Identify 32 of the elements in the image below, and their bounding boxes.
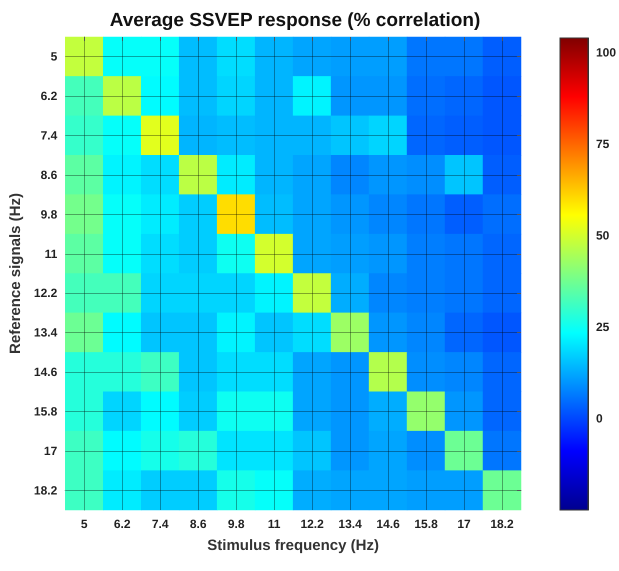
color-bar-label: 0 bbox=[596, 412, 603, 426]
x-tick-label: 14.6 bbox=[376, 517, 400, 531]
x-tick-label: 18.2 bbox=[490, 517, 514, 531]
color-bar-label: 50 bbox=[596, 228, 610, 243]
x-tick-label: 12.2 bbox=[300, 517, 324, 531]
y-tick-label: 8.6 bbox=[40, 168, 58, 182]
x-tick-label: 6.2 bbox=[114, 517, 131, 531]
x-axis-title: Stimulus frequency (Hz) bbox=[207, 537, 379, 554]
x-tick-label: 11 bbox=[268, 517, 281, 531]
x-tick-label: 15.8 bbox=[414, 517, 438, 531]
y-tick-label: 5 bbox=[50, 50, 58, 64]
y-tick-label: 13.4 bbox=[34, 326, 58, 340]
y-tick-label: 17 bbox=[44, 444, 58, 458]
x-tick-label: 7.4 bbox=[152, 517, 169, 531]
color-bar-label: 25 bbox=[596, 320, 610, 334]
x-tick-label: 17 bbox=[457, 517, 472, 531]
y-tick-label: 9.8 bbox=[40, 207, 58, 222]
color-bar-label: 100 bbox=[596, 46, 616, 60]
y-tick-label: 18.2 bbox=[34, 483, 58, 498]
y-tick-label: 6.2 bbox=[40, 89, 58, 104]
y-tick-label: 7.4 bbox=[40, 128, 58, 143]
x-tick-label: 13.4 bbox=[338, 517, 362, 531]
y-tick-label: 11 bbox=[44, 246, 58, 261]
color-bar-label: 75 bbox=[596, 137, 610, 152]
x-tick-label: 8.6 bbox=[190, 517, 207, 531]
x-tick-label: 9.8 bbox=[228, 517, 245, 531]
y-tick-label: 12.2 bbox=[34, 286, 58, 300]
y-tick-label: 14.6 bbox=[34, 365, 58, 380]
y-axis-title: Reference signals (Hz) bbox=[7, 193, 24, 354]
x-tick-label: 5 bbox=[80, 517, 88, 531]
y-tick-label: 15.8 bbox=[34, 404, 58, 418]
chart-title: Average SSVEP response (% correlation) bbox=[110, 10, 480, 31]
